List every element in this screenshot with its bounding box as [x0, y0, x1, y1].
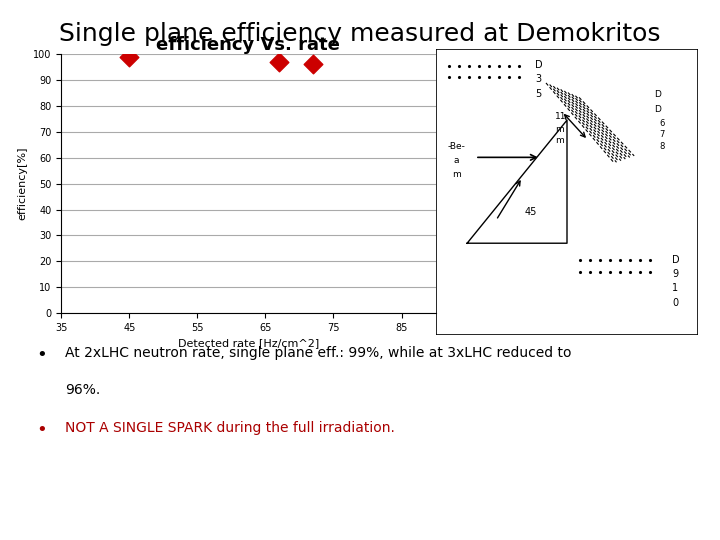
Text: D: D [536, 60, 543, 70]
Text: At 2xLHC neutron rate, single plane eff.: 99%, while at 3xLHC reduced to: At 2xLHC neutron rate, single plane eff.… [65, 346, 571, 360]
Text: m: m [555, 136, 564, 145]
Text: 9: 9 [672, 269, 678, 279]
Text: 3: 3 [536, 75, 541, 84]
Text: D: D [654, 105, 660, 113]
Text: 96%.: 96%. [65, 383, 100, 397]
Text: •: • [36, 421, 47, 439]
Text: 6: 6 [659, 119, 665, 128]
Title: efficiency Vs. rate: efficiency Vs. rate [156, 36, 341, 54]
Text: m: m [555, 125, 564, 133]
Text: NOT A SINGLE SPARK during the full irradiation.: NOT A SINGLE SPARK during the full irrad… [65, 421, 395, 435]
Text: 8: 8 [659, 142, 665, 151]
Text: •: • [36, 346, 47, 363]
Point [124, 52, 135, 61]
Text: m: m [452, 171, 461, 179]
Text: 7: 7 [659, 130, 665, 139]
Text: D: D [672, 255, 680, 265]
X-axis label: Detected rate [Hz/cm^2]: Detected rate [Hz/cm^2] [178, 339, 319, 348]
Text: 45: 45 [525, 207, 537, 217]
Point [307, 60, 319, 69]
Text: 11: 11 [555, 112, 567, 121]
Text: Single plane efficiency measured at Demokritos: Single plane efficiency measured at Demo… [59, 22, 661, 45]
Text: D: D [654, 90, 660, 99]
Y-axis label: efficiency[%]: efficiency[%] [17, 147, 27, 220]
Text: 1: 1 [672, 284, 678, 293]
Point [274, 57, 285, 66]
Text: -Be-: -Be- [448, 142, 466, 151]
Text: 0: 0 [672, 298, 678, 308]
Text: 5: 5 [536, 89, 541, 99]
Text: a: a [454, 156, 459, 165]
